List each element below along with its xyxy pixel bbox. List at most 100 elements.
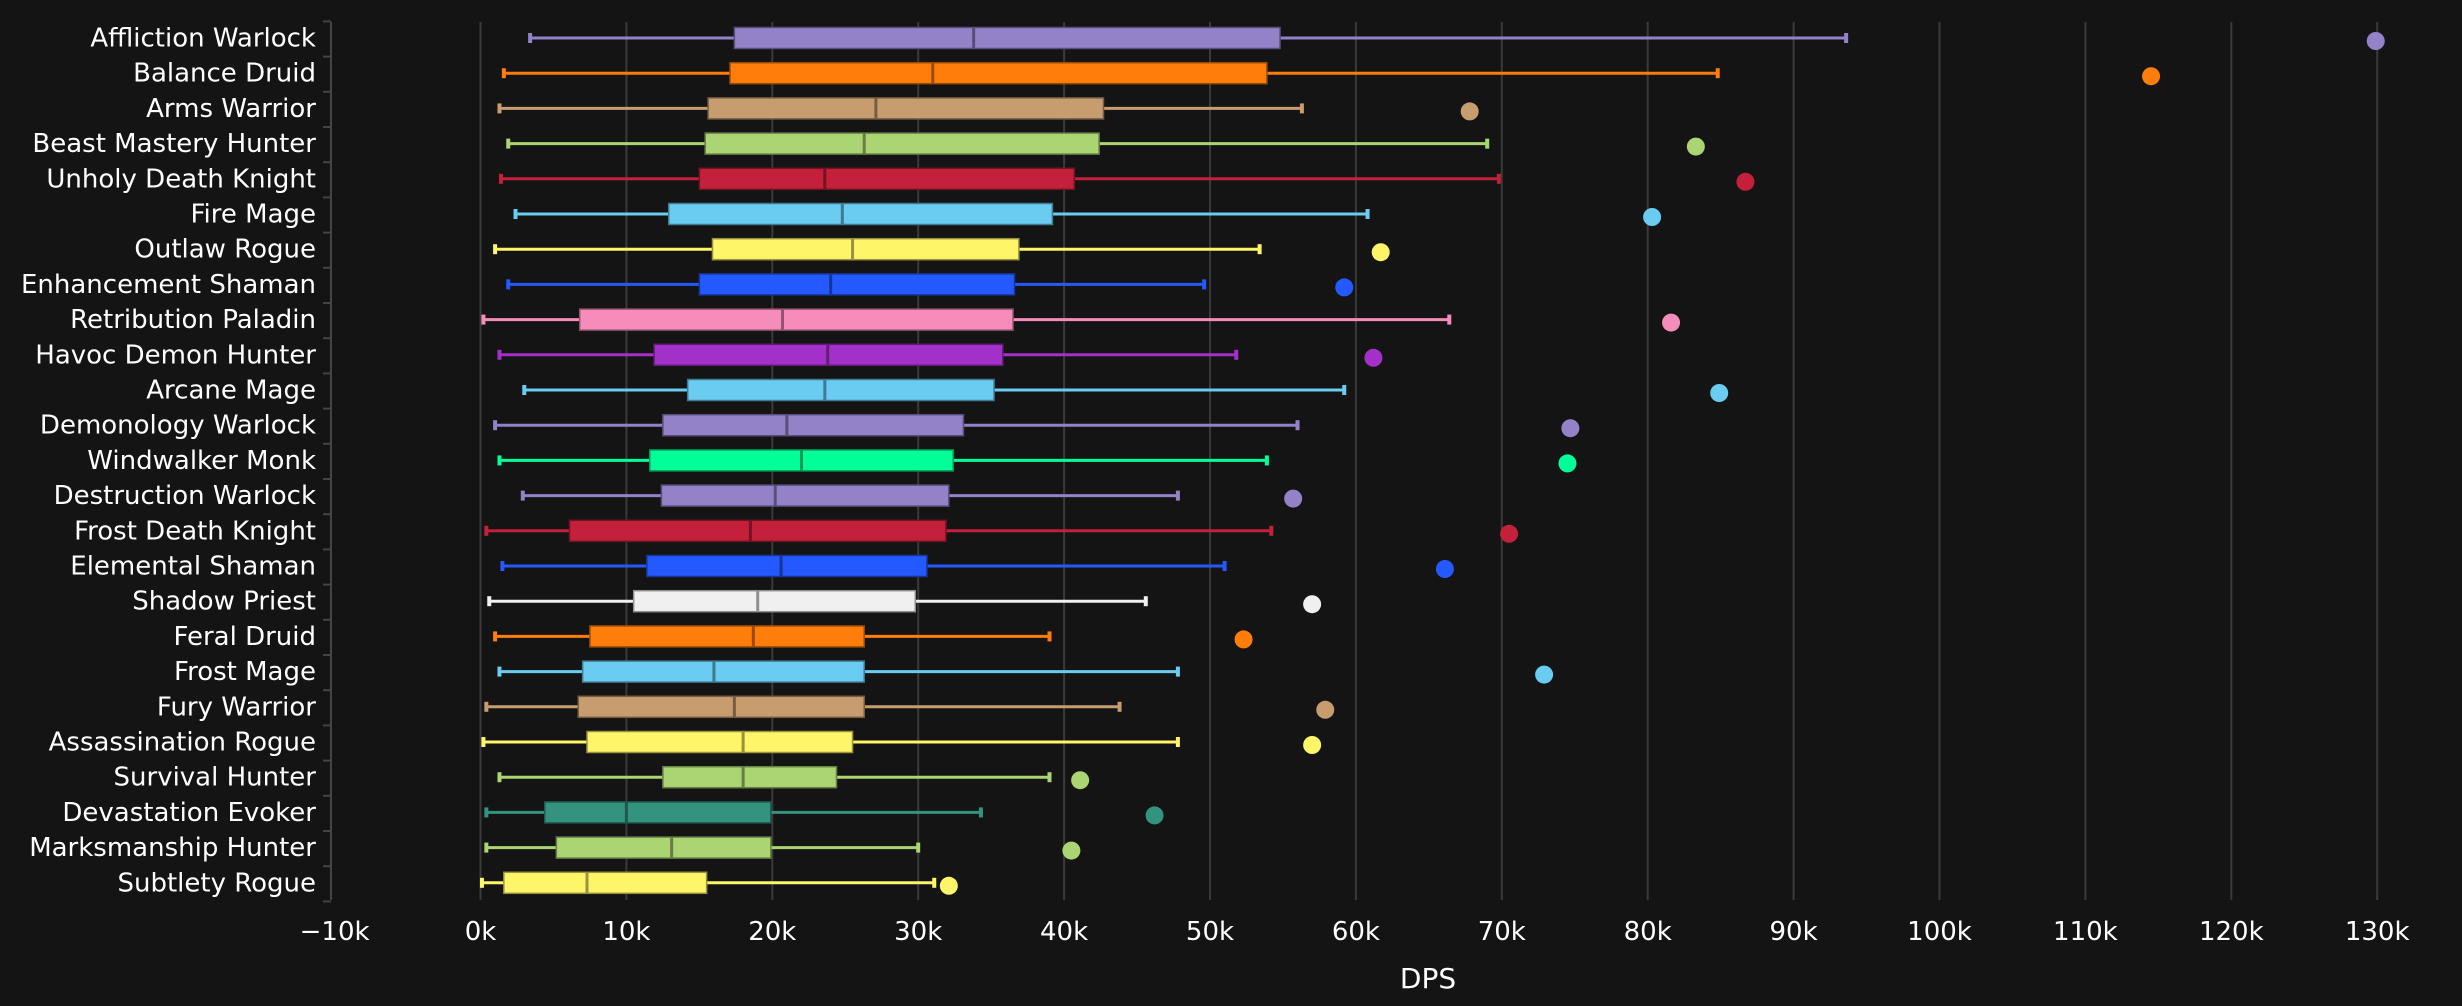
y-axis: Affliction Warlock Balance Druid Arms Warr… (21, 20, 332, 903)
iqr-box (660, 484, 950, 507)
outlier-point (1460, 102, 1479, 121)
box-arms-warrior (497, 97, 1479, 121)
category-label: Arms Warrior (146, 94, 316, 124)
outlier-point (1662, 313, 1681, 332)
box-devastation-evoker (484, 801, 1164, 825)
iqr-box (589, 625, 865, 648)
boxes (479, 26, 2385, 895)
x-tick-label: 90k (1770, 917, 1818, 947)
iqr-box (503, 871, 708, 895)
iqr-box (698, 273, 1016, 296)
iqr-box (686, 378, 995, 402)
outlier-point (1303, 595, 1322, 614)
category-label: Outlaw Rogue (134, 235, 316, 265)
box-feral-druid (493, 625, 1253, 649)
x-tick-label: 100k (1907, 917, 1972, 947)
iqr-box (667, 202, 1054, 226)
iqr-box (662, 413, 965, 437)
box-beast-mastery-hunter (506, 132, 1705, 156)
outlier-point (1062, 841, 1081, 860)
box-elemental-shaman (500, 554, 1454, 578)
category-label: Demonology Warlock (40, 411, 316, 441)
category-label: Windwalker Monk (87, 446, 316, 476)
category-label: Fury Warrior (157, 692, 316, 722)
category-label: Havoc Demon Hunter (35, 340, 316, 370)
box-subtlety-rogue (479, 871, 958, 895)
category-label: Retribution Paladin (70, 305, 316, 335)
outlier-point (1335, 278, 1354, 297)
box-fire-mage (513, 202, 1662, 226)
category-label: Balance Druid (133, 59, 316, 89)
outlier-point (1371, 243, 1390, 262)
x-tick-label: 130k (2345, 917, 2410, 947)
x-tick-label: 0k (465, 917, 497, 947)
iqr-box (733, 26, 1281, 50)
iqr-box (555, 836, 772, 859)
iqr-box (704, 132, 1100, 155)
box-shadow-priest (487, 589, 1322, 614)
category-label: Enhancement Shaman (21, 270, 316, 300)
iqr-box (707, 97, 1105, 120)
iqr-box (578, 308, 1014, 331)
box-windwalker-monk (497, 449, 1577, 473)
outlier-point (1071, 771, 1090, 790)
x-tick-label: 40k (1040, 917, 1088, 947)
outlier-point (1736, 172, 1755, 191)
category-label: Feral Druid (173, 622, 316, 652)
outlier-point (1558, 454, 1577, 473)
x-tick-label: 20k (748, 917, 796, 947)
category-label: Assassination Rogue (49, 728, 316, 758)
x-tick-label: −10k (300, 917, 370, 947)
category-label: Devastation Evoker (62, 798, 316, 828)
x-tick-label: 70k (1478, 917, 1526, 947)
box-outlaw-rogue (493, 237, 1390, 262)
x-axis-title: DPS (1400, 962, 1456, 995)
outlier-point (1316, 700, 1335, 719)
category-label: Unholy Death Knight (46, 164, 316, 194)
iqr-box (543, 801, 772, 824)
box-destruction-warlock (520, 484, 1303, 508)
outlier-point (1284, 489, 1303, 508)
box-frost-death-knight (484, 519, 1519, 543)
box-balance-druid (501, 61, 2161, 86)
iqr-box (698, 167, 1076, 191)
outlier-point (1145, 806, 1164, 825)
x-axis: −10k 0k 10k 20k 30k 40k 50k 60k 70k 80k 90k 100k 110… (300, 917, 2410, 947)
outlier-point (1710, 384, 1729, 402)
iqr-box (646, 554, 928, 578)
outlier-point (1234, 630, 1253, 649)
x-tick-label: 110k (2053, 917, 2118, 947)
outlier-point (1500, 524, 1519, 543)
category-label: Arcane Mage (146, 376, 316, 406)
box-fury-warrior (484, 695, 1335, 719)
iqr-box (586, 730, 854, 754)
category-label: Affliction Warlock (90, 24, 316, 54)
box-assassination-rogue (481, 730, 1322, 754)
category-label: Survival Hunter (114, 763, 317, 793)
iqr-box (632, 589, 917, 613)
outlier-point (2366, 32, 2385, 50)
outlier-point (1686, 137, 1705, 156)
iqr-box (568, 519, 947, 543)
outlier-point (1364, 348, 1383, 367)
x-tick-label: 120k (2199, 917, 2264, 947)
box-arcane-mage (522, 378, 1729, 402)
box-havoc-demon-hunter (497, 343, 1383, 367)
iqr-box (729, 61, 1268, 85)
box-marksmanship-hunter (484, 836, 1081, 860)
category-label: Frost Death Knight (74, 516, 316, 546)
outlier-point (1435, 560, 1454, 578)
outlier-point (1535, 665, 1554, 684)
outlier-point (1643, 208, 1662, 226)
iqr-box (577, 695, 865, 719)
outlier-point (1561, 419, 1580, 438)
category-label: Frost Mage (174, 657, 316, 687)
iqr-box (662, 765, 838, 789)
box-demonology-warlock (493, 413, 1580, 438)
category-label: Subtlety Rogue (117, 868, 316, 898)
category-label: Marksmanship Hunter (29, 833, 316, 863)
category-label: Beast Mastery Hunter (32, 129, 316, 159)
box-enhancement-shaman (506, 273, 1354, 297)
category-label: Elemental Shaman (70, 552, 316, 582)
